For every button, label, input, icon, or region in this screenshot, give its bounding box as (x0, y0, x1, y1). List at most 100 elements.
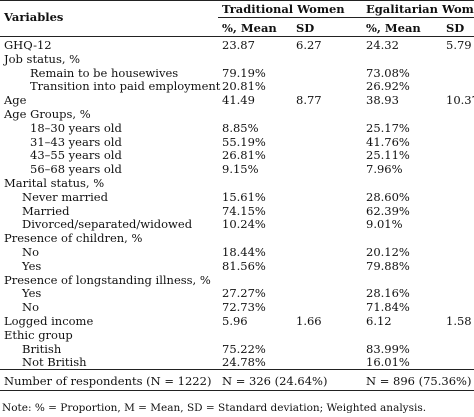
table-row: Logged income 5.96 1.66 6.12 1.58 (0, 314, 474, 328)
egalitarian-mean-cell: 28.16% (366, 286, 410, 301)
traditional-mean-cell: 72.73% (222, 300, 266, 315)
table-row: Not British 24.78% 16.01% (0, 355, 474, 369)
respondents-label: Number of respondents (N = 1222) (4, 374, 212, 388)
table-row: No 18.44% 20.12% (0, 245, 474, 259)
egalitarian-mean-cell: 20.12% (366, 245, 410, 259)
row-label: Never married (22, 189, 108, 204)
header-egalitarian-sd: SD (446, 21, 465, 35)
header-bottom-rule (0, 36, 474, 37)
table-row: 43–55 years old 26.81% 25.11% (0, 148, 474, 162)
row-label: Presence of children, % (4, 231, 143, 246)
table-row: 56–68 years old 9.15% 7.96% (0, 162, 474, 176)
traditional-mean-cell: 9.15% (222, 162, 259, 177)
egalitarian-mean-cell: 25.17% (366, 120, 410, 135)
table-row: Marital status, % (0, 176, 474, 190)
row-label: Married (22, 203, 70, 218)
table-row: No 72.73% 71.84% (0, 300, 474, 314)
row-label: Logged income (4, 314, 94, 328)
egalitarian-sd-cell: 5.79 (446, 38, 472, 52)
table-row: Yes 27.27% 28.16% (0, 286, 474, 300)
traditional-mean-cell: 79.19% (222, 65, 266, 80)
egalitarian-mean-cell: 28.60% (366, 189, 410, 204)
row-label: Age Groups, % (4, 107, 91, 121)
respondents-egalitarian: N = 896 (75.36%) (366, 374, 472, 388)
traditional-mean-cell: 8.85% (222, 120, 259, 135)
table-row: Remain to be housewives 79.19% 73.08% (0, 66, 474, 80)
header-egalitarian-mean: %, Mean (366, 21, 421, 35)
table-row: Presence of longstanding illness, % (0, 273, 474, 287)
egalitarian-mean-cell: 24.32 (366, 38, 399, 52)
header-egalitarian-women: Egalitarian Women (366, 2, 474, 16)
traditional-sd-cell: 6.27 (296, 38, 322, 52)
table-row: Married 74.15% 62.39% (0, 204, 474, 218)
row-label: Not British (22, 355, 87, 370)
egalitarian-mean-cell: 7.96% (366, 162, 403, 177)
table-row: GHQ-12 23.87 6.27 24.32 5.79 (0, 38, 474, 52)
row-label: Yes (22, 258, 42, 273)
egalitarian-mean-cell: 62.39% (366, 203, 410, 218)
traditional-mean-cell: 10.24% (222, 217, 266, 232)
table-row: Age 41.49 8.77 38.93 10.37 (0, 93, 474, 107)
traditional-mean-cell: 75.22% (222, 341, 266, 356)
row-label: Yes (22, 286, 42, 301)
egalitarian-mean-cell: 41.76% (366, 134, 410, 149)
row-label: Job status, % (4, 51, 81, 66)
row-label: No (22, 300, 39, 315)
table-row: British 75.22% 83.99% (0, 342, 474, 356)
egalitarian-sd-cell: 10.37 (446, 93, 474, 108)
traditional-mean-cell: 26.81% (222, 148, 266, 163)
egalitarian-mean-cell: 25.11% (366, 148, 410, 163)
table-bottom-rule (0, 390, 474, 391)
traditional-mean-cell: 27.27% (222, 286, 266, 301)
row-label: GHQ-12 (4, 38, 52, 52)
traditional-mean-cell: 41.49 (222, 93, 255, 108)
traditional-mean-cell: 20.81% (222, 79, 266, 94)
table-row: Presence of children, % (0, 231, 474, 245)
traditional-mean-cell: 5.96 (222, 314, 248, 328)
table-top-rule (0, 0, 474, 1)
row-label: Transition into paid employment (30, 79, 221, 94)
traditional-mean-cell: 81.56% (222, 258, 266, 273)
row-label: 18–30 years old (30, 120, 122, 135)
traditional-mean-cell: 15.61% (222, 189, 266, 204)
header-traditional-women: Traditional Women (222, 2, 345, 16)
row-label: Ethic group (4, 327, 73, 342)
row-label: Divorced/separated/widowed (22, 217, 193, 232)
row-label: 31–43 years old (30, 134, 122, 149)
egalitarian-sd-cell: 1.58 (446, 314, 472, 328)
egalitarian-mean-cell: 83.99% (366, 341, 410, 356)
traditional-mean-cell: 55.19% (222, 134, 266, 149)
egalitarian-mean-cell: 38.93 (366, 93, 399, 108)
egalitarian-mean-cell: 73.08% (366, 65, 410, 80)
traditional-mean-cell: 18.44% (222, 245, 266, 259)
header-group-rule (218, 17, 474, 18)
table-note: Note: % = Proportion, M = Mean, SD = Sta… (2, 402, 427, 414)
row-label: Remain to be housewives (30, 65, 179, 80)
row-label: Marital status, % (4, 176, 105, 190)
table-row: 18–30 years old 8.85% 25.17% (0, 121, 474, 135)
row-label: Age (4, 93, 27, 108)
egalitarian-mean-cell: 6.12 (366, 314, 392, 328)
table-row: Transition into paid employment 20.81% 26.… (0, 79, 474, 93)
traditional-sd-cell: 1.66 (296, 314, 322, 328)
row-label: British (22, 341, 62, 356)
table-row: Job status, % (0, 52, 474, 66)
traditional-mean-cell: 24.78% (222, 355, 266, 370)
egalitarian-mean-cell: 71.84% (366, 300, 410, 315)
egalitarian-mean-cell: 16.01% (366, 355, 410, 370)
traditional-mean-cell: 23.87 (222, 38, 255, 52)
traditional-mean-cell: 74.15% (222, 203, 266, 218)
traditional-sd-cell: 8.77 (296, 93, 322, 108)
egalitarian-mean-cell: 26.92% (366, 79, 410, 94)
table-row: Divorced/separated/widowed 10.24% 9.01% (0, 217, 474, 231)
respondents-traditional: N = 326 (24.64%) (222, 374, 328, 388)
header-traditional-sd: SD (296, 21, 315, 35)
footer-top-rule (0, 369, 474, 370)
header-variables: Variables (4, 10, 64, 24)
egalitarian-mean-cell: 9.01% (366, 217, 403, 232)
row-label: No (22, 245, 39, 259)
header-traditional-mean: %, Mean (222, 21, 277, 35)
row-label: 43–55 years old (30, 148, 122, 163)
table-row: Ethic group (0, 328, 474, 342)
table-row: 31–43 years old 55.19% 41.76% (0, 135, 474, 149)
